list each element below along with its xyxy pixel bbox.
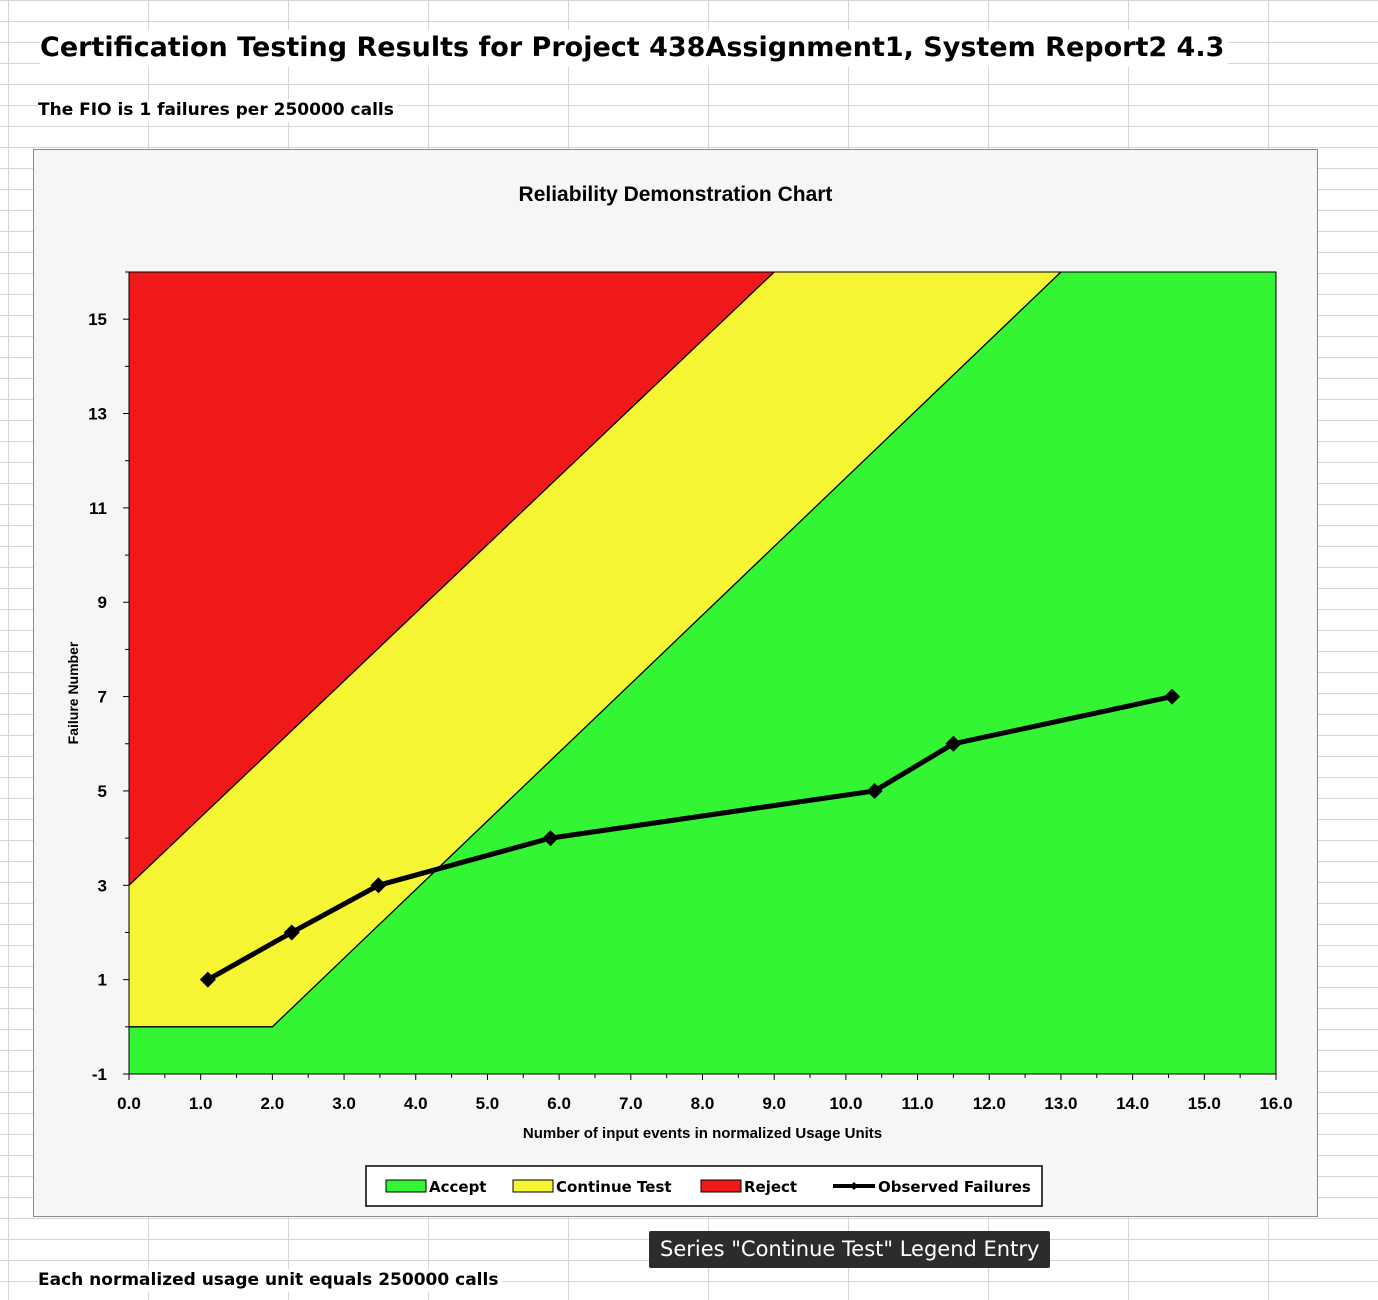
observed-failure-point <box>283 924 300 941</box>
legend-label: Continue Test <box>556 1178 672 1196</box>
observed-failure-point <box>945 735 962 752</box>
observed-failure-point <box>542 830 559 847</box>
y-tick-label: 7 <box>98 688 107 707</box>
x-tick-label: 13.0 <box>1044 1094 1077 1113</box>
x-tick-label: 14.0 <box>1116 1094 1149 1113</box>
reject-boundary-line <box>128 271 775 886</box>
x-tick-label: 10.0 <box>829 1094 862 1113</box>
x-tick-label: 6.0 <box>547 1094 571 1113</box>
x-tick-label: 0.0 <box>117 1094 141 1113</box>
footer-note: Each normalized usage unit equals 250000… <box>38 1269 503 1292</box>
x-tick-label: 15.0 <box>1188 1094 1221 1113</box>
y-tick-label: 9 <box>98 593 107 612</box>
x-tick-label: 11.0 <box>901 1094 933 1113</box>
legend-swatch-accept <box>385 1179 427 1193</box>
x-tick-label: 9.0 <box>762 1094 786 1113</box>
observed-failure-point <box>199 971 216 988</box>
observed-failure-point <box>866 782 883 799</box>
chart-title: Reliability Demonstration Chart <box>518 183 833 206</box>
y-axis-title: Failure Number <box>65 641 81 744</box>
x-tick-label: 4.0 <box>404 1094 428 1113</box>
x-tick-label: 3.0 <box>332 1094 356 1113</box>
y-tick-label: 5 <box>98 782 107 801</box>
fio-note: The FIO is 1 failures per 250000 calls <box>38 99 398 122</box>
x-tick-label: 2.0 <box>261 1094 285 1113</box>
x-tick-label: 16.0 <box>1259 1094 1292 1113</box>
x-tick-label: 7.0 <box>619 1094 643 1113</box>
y-tick-label: 3 <box>98 876 107 895</box>
legend-label: Observed Failures <box>878 1178 1031 1196</box>
legend-swatch-continue-test <box>512 1179 554 1193</box>
legend-swatch-reject <box>700 1179 742 1193</box>
legend-entry-tooltip: Series "Continue Test" Legend Entry <box>649 1231 1051 1268</box>
observed-failure-point <box>1164 688 1181 705</box>
sheet-title: Certification Testing Results for Projec… <box>40 30 1229 67</box>
y-tick-label: -1 <box>92 1065 107 1084</box>
x-tick-label: 1.0 <box>189 1094 213 1113</box>
y-tick-label: 1 <box>98 971 107 990</box>
continue-test-region <box>129 272 1061 1027</box>
x-axis-title: Number of input events in normalized Usa… <box>523 1125 882 1142</box>
legend-label: Accept <box>429 1178 486 1196</box>
chart-area[interactable]: Reliability Demonstration Chart -1 1 3 5 7 9 1… <box>33 149 1318 1217</box>
legend-label: Reject <box>744 1178 797 1196</box>
x-tick-label: 12.0 <box>973 1094 1006 1113</box>
y-tick-label: 11 <box>89 499 107 518</box>
chart-legend: Accept Continue Test Reject Observed Failur… <box>365 1165 1043 1207</box>
accept-boundary-line <box>129 271 1062 1028</box>
x-tick-label: 8.0 <box>691 1094 715 1113</box>
x-tick-label: 5.0 <box>476 1094 500 1113</box>
y-tick-label: 13 <box>88 405 107 424</box>
observed-failure-point <box>370 877 387 894</box>
y-tick-label: 15 <box>88 310 107 329</box>
legend-marker-observed-failures <box>850 1182 858 1190</box>
